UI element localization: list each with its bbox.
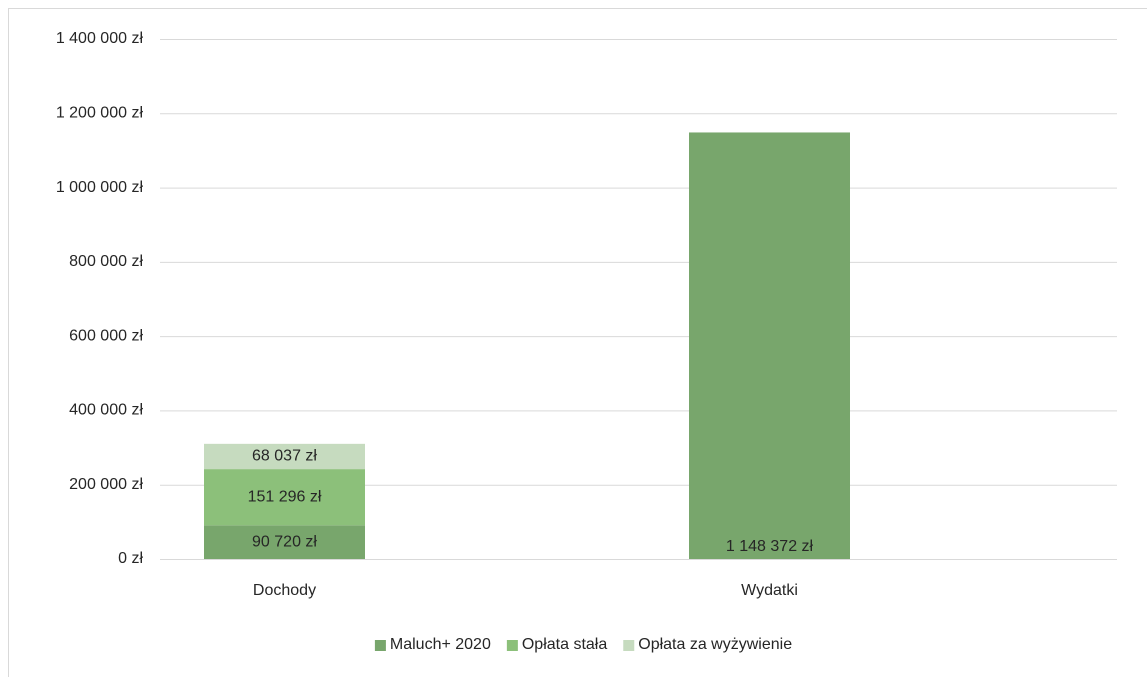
y-tick-label: 1 200 000 zł bbox=[56, 105, 144, 122]
y-tick-label: 400 000 zł bbox=[69, 402, 143, 419]
data-label: 90 720 zł bbox=[252, 533, 317, 550]
y-tick-label: 200 000 zł bbox=[69, 476, 143, 493]
bar-segment bbox=[204, 469, 365, 526]
x-tick-label: Wydatki bbox=[741, 582, 798, 599]
legend-label: Maluch+ 2020 bbox=[390, 636, 491, 653]
data-label: 68 037 zł bbox=[252, 448, 317, 465]
legend-label: Opłata za wyżywienie bbox=[638, 636, 792, 653]
y-tick-label: 600 000 zł bbox=[69, 327, 143, 344]
bar-segment bbox=[204, 443, 365, 470]
y-tick-label: 1 400 000 zł bbox=[56, 30, 144, 47]
legend-swatch bbox=[374, 640, 386, 651]
bar-segment bbox=[204, 525, 365, 559]
y-tick-label: 0 zł bbox=[118, 550, 143, 567]
data-label: 1 148 372 zł bbox=[726, 538, 814, 555]
x-tick-label: Dochody bbox=[253, 582, 316, 599]
legend-swatch bbox=[623, 640, 635, 651]
y-tick-label: 800 000 zł bbox=[69, 253, 143, 270]
legend-swatch bbox=[506, 640, 518, 651]
y-tick-label: 1 000 000 zł bbox=[56, 179, 144, 196]
data-label: 151 296 zł bbox=[248, 488, 322, 505]
bar-segment bbox=[689, 132, 850, 559]
legend-label: Opłata stała bbox=[522, 636, 607, 653]
